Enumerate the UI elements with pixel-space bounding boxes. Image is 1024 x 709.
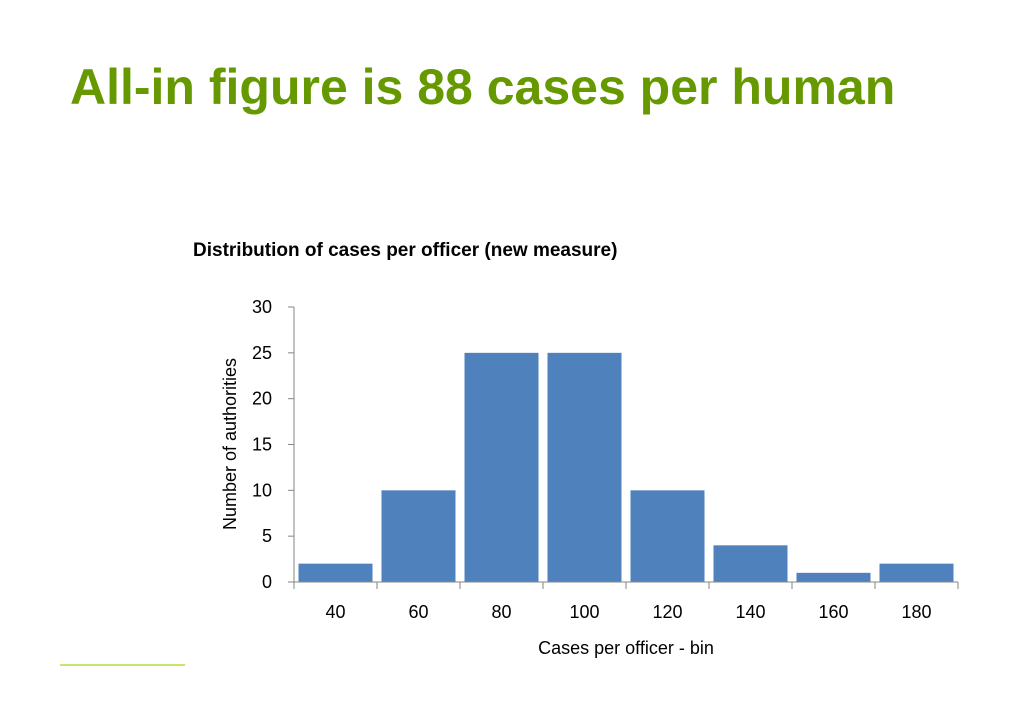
- x-tick-label-60: 60: [408, 602, 428, 622]
- y-tick-label-10: 10: [252, 480, 272, 500]
- chart-title: Distribution of cases per officer (new m…: [193, 240, 617, 261]
- y-axis-label: Number of authorities: [220, 358, 240, 530]
- x-tick-label-160: 160: [818, 602, 848, 622]
- x-axis-label: Cases per officer - bin: [538, 638, 714, 658]
- footer-accent-rule: [60, 664, 185, 666]
- plot-area: 0 5 10 15 20 25 30 40 60 80 100 120 140 160 180: [252, 297, 959, 622]
- bar-180: [879, 563, 954, 582]
- bar-40: [298, 563, 373, 582]
- x-tick-label-140: 140: [735, 602, 765, 622]
- bar-160: [796, 572, 871, 582]
- x-tick-label-100: 100: [569, 602, 599, 622]
- x-tick-label-180: 180: [901, 602, 931, 622]
- slide-title: All-in figure is 88 cases per human: [70, 59, 896, 115]
- x-tick-label-80: 80: [491, 602, 511, 622]
- bar-140: [713, 545, 788, 582]
- bar-100: [547, 352, 622, 582]
- x-tick-label-40: 40: [325, 602, 345, 622]
- y-tick-label-0: 0: [262, 572, 272, 592]
- x-tick-label-120: 120: [652, 602, 682, 622]
- y-tick-label-25: 25: [252, 343, 272, 363]
- y-tick-label-20: 20: [252, 389, 272, 409]
- y-tick-label-15: 15: [252, 435, 272, 455]
- bar-120: [630, 490, 705, 582]
- y-tick-label-5: 5: [262, 526, 272, 546]
- y-tick-label-30: 30: [252, 297, 272, 317]
- bar-80: [464, 352, 539, 582]
- bar-60: [381, 490, 456, 582]
